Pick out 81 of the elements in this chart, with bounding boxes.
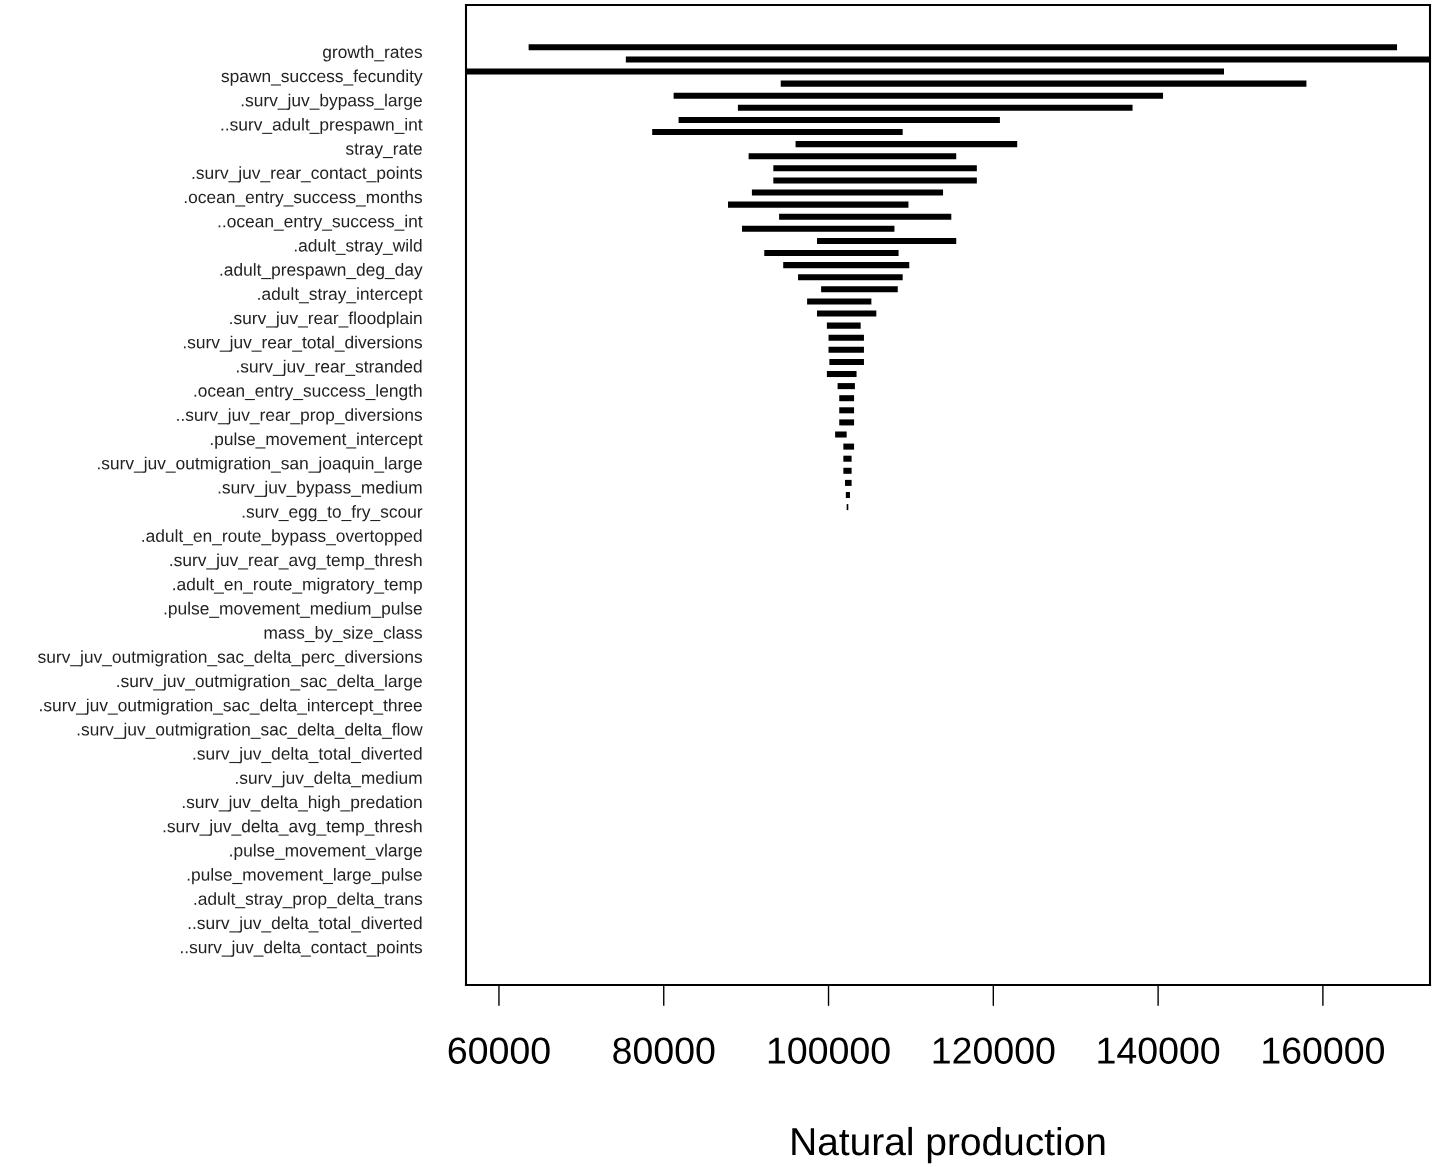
text: .surv_juv_rear_stranded <box>237 359 422 377</box>
bar <box>652 129 903 136</box>
x-tick-label: 60000 <box>448 1037 550 1064</box>
text: ..surv_juv_rear_prop_diversions <box>177 408 423 425</box>
text: .pulse_movement_vlarge <box>230 843 422 861</box>
bar <box>764 250 899 257</box>
bar <box>751 189 944 196</box>
text: .surv_juv_outmigration_sac_delta_delta_flow <box>77 722 423 740</box>
text: .surv_juv_delta_total_diverted <box>193 747 422 764</box>
bar <box>845 479 852 486</box>
bar <box>845 491 850 499</box>
bar <box>673 92 1164 99</box>
bar <box>835 431 847 438</box>
bar <box>843 443 855 450</box>
bar <box>826 322 861 329</box>
bar <box>773 177 977 184</box>
bar <box>779 213 952 220</box>
text: .ocean_entry_success_months <box>184 190 423 207</box>
text: .adult_stray_intercept <box>258 287 423 304</box>
text: .ocean_entry_success_length <box>194 384 422 401</box>
text: .surv_juv_rear_contact_points <box>192 166 423 183</box>
bar <box>828 346 864 353</box>
bar <box>826 370 857 378</box>
x-tick-label: 120000 <box>933 1037 1055 1064</box>
text: ..surv_juv_delta_total_diverted <box>188 916 422 933</box>
x-tick-label: 140000 <box>1098 1037 1220 1064</box>
text: .adult_en_route_migratory_temp <box>173 577 422 594</box>
x-axis-title: Natural production <box>792 1126 1105 1164</box>
bar <box>837 383 855 390</box>
text: surv_juv_outmigration_sac_delta_perc_diversions <box>38 650 423 667</box>
bar <box>828 334 864 341</box>
text: .surv_juv_bypass_large <box>241 93 422 110</box>
text: .surv_juv_delta_avg_temp_thresh <box>163 819 422 836</box>
bar <box>773 165 977 172</box>
bar <box>816 237 957 244</box>
bar <box>829 358 864 365</box>
text: .surv_juv_rear_total_diversions <box>183 335 423 352</box>
bar <box>843 467 852 474</box>
bar <box>843 455 852 462</box>
text: .surv_juv_bypass_medium <box>218 480 422 498</box>
bar <box>807 298 872 305</box>
bar <box>816 310 877 317</box>
bar <box>798 274 903 281</box>
bar <box>737 104 1133 111</box>
text: .adult_en_route_bypass_overtopped <box>142 529 422 546</box>
bar <box>742 225 895 232</box>
text: .pulse_movement_intercept <box>210 432 423 449</box>
bar <box>821 286 898 293</box>
x-tick-label: 160000 <box>1263 1037 1384 1064</box>
text: stray_rate <box>345 143 422 159</box>
x-tick-label: 80000 <box>613 1037 715 1064</box>
text: .adult_stray_wild <box>294 238 422 256</box>
bar <box>780 80 1307 87</box>
text: ..surv_adult_prespawn_int <box>221 117 423 135</box>
bar <box>728 201 909 208</box>
text: spawn_success_fecundity <box>221 69 423 86</box>
text: mass_by_size_class <box>264 626 422 643</box>
text: .surv_juv_outmigration_san_joaquin_large <box>98 456 422 473</box>
bar <box>839 407 855 414</box>
text: ..surv_juv_delta_contact_points <box>181 940 423 957</box>
text: .surv_juv_rear_floodplain <box>230 311 422 328</box>
text: .surv_juv_outmigration_sac_delta_large <box>117 674 422 691</box>
bar <box>528 44 1398 51</box>
text: .surv_juv_outmigration_sac_delta_intercept_three <box>40 698 422 715</box>
text: .pulse_movement_large_pulse <box>187 868 422 885</box>
bar <box>839 419 855 426</box>
bar <box>678 116 1000 123</box>
text: .surv_egg_to_fry_scour <box>242 505 423 522</box>
text: .surv_juv_rear_avg_temp_thresh <box>170 553 422 570</box>
bar <box>839 395 855 402</box>
text: ..ocean_entry_success_int <box>218 214 423 231</box>
bar <box>748 153 957 160</box>
text: .adult_stray_prop_delta_trans <box>194 892 423 909</box>
text: growth_rates <box>323 45 422 62</box>
text: .pulse_movement_medium_pulse <box>164 601 422 619</box>
text: .adult_prespawn_deg_day <box>220 263 423 280</box>
text: .surv_juv_delta_medium <box>236 771 422 788</box>
x-tick-label: 100000 <box>768 1037 890 1064</box>
bar <box>795 141 1018 148</box>
bar <box>783 262 910 269</box>
text: .surv_juv_delta_high_predation <box>182 795 422 812</box>
